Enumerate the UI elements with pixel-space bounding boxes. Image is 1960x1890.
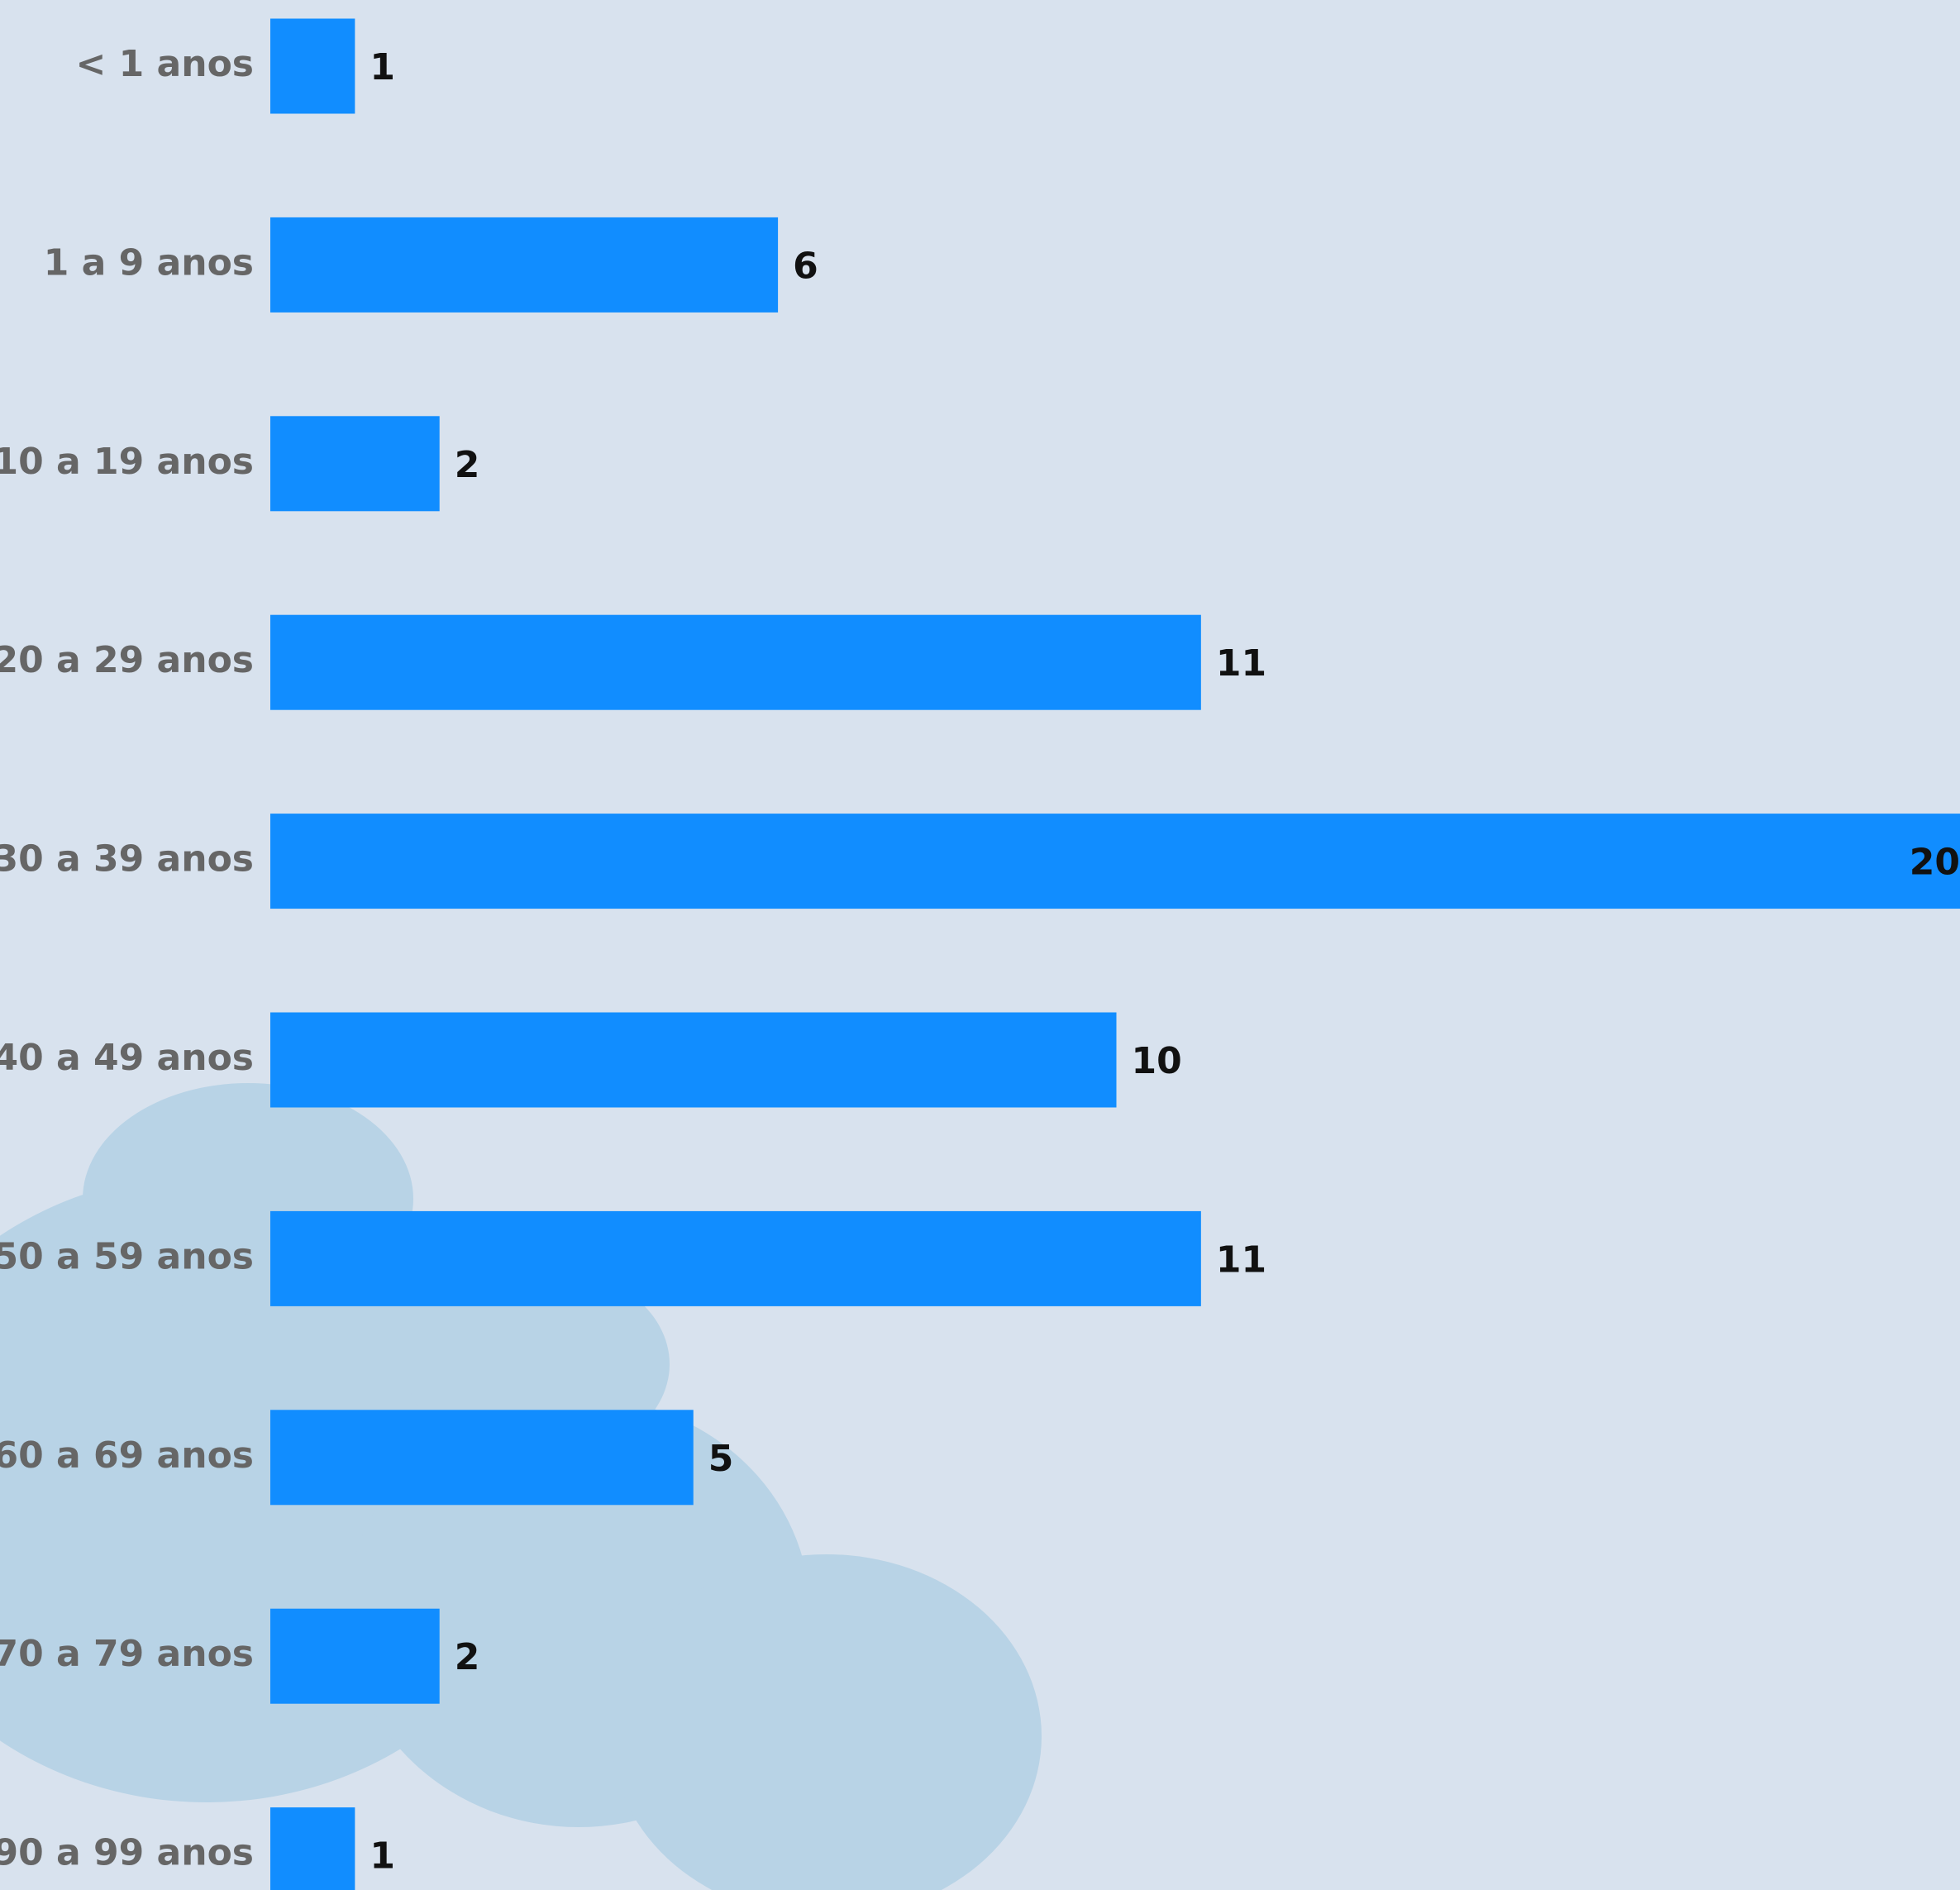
bar [270,217,779,313]
bar [270,814,1960,909]
bar [270,1410,694,1506]
bar [270,1210,1201,1306]
value-label: 1 [370,1835,395,1878]
category-label: 40 a 49 anos [0,1037,254,1079]
value-label: 6 [793,245,818,287]
bar [270,18,355,114]
category-label: 90 a 99 anos [0,1832,254,1874]
category-label: 60 a 69 anos [0,1434,254,1477]
category-label: 50 a 59 anos [0,1235,254,1277]
value-label: 10 [1132,1040,1182,1082]
value-label: 11 [1216,1239,1266,1281]
bar [270,416,440,512]
category-label: 70 a 79 anos [0,1633,254,1675]
value-label: 1 [370,46,395,88]
bar [270,1807,355,1890]
category-label: 30 a 39 anos [0,838,254,881]
bar [270,614,1201,710]
category-label: 1 a 9 anos [44,241,254,284]
value-label: 2 [455,1636,480,1678]
category-label: 20 a 29 anos [0,639,254,681]
value-label: 2 [455,444,480,486]
category-label: < 1 anos [75,43,254,85]
bar [270,1608,440,1704]
value-label: 11 [1216,642,1266,685]
value-label: 5 [708,1438,734,1480]
bar [270,1012,1117,1108]
value-label: 20 [1910,842,1960,884]
category-label: 10 a 19 anos [0,441,254,483]
